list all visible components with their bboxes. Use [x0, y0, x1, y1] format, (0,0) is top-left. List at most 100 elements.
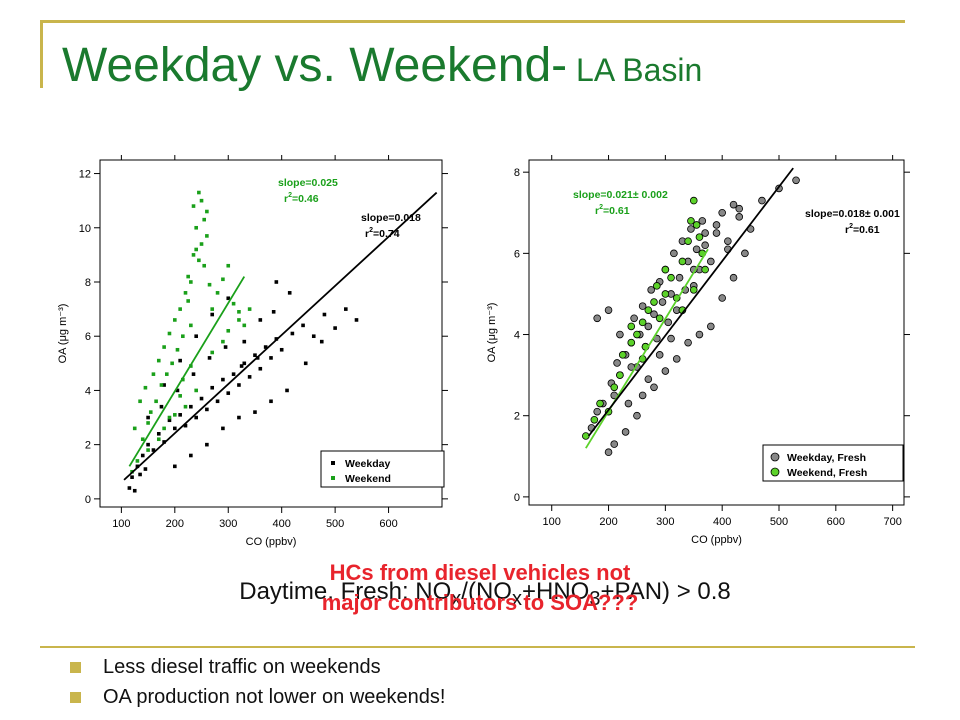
data-point: [178, 358, 182, 363]
y-tick-label: 4: [514, 330, 520, 342]
data-point: [138, 399, 142, 404]
r2-annotation: r2=0.61: [595, 204, 630, 217]
data-point: [226, 296, 231, 301]
data-point: [146, 421, 150, 425]
data-point: [269, 356, 273, 360]
slope-annotation: slope=0.025: [278, 177, 338, 189]
data-point: [638, 318, 647, 327]
bullet-square-icon: [70, 691, 81, 703]
legend-label: Weekday, Fresh: [787, 452, 866, 464]
data-point: [285, 388, 289, 393]
data-point: [610, 440, 619, 448]
data-point: [210, 385, 215, 390]
bullet-list: Less diesel traffic on weekends OA produ…: [70, 652, 445, 712]
chart-weekday-weekend-fresh: 100 200 300 400 500 600 700 0 2 4 6 8 CO (ppbv) OA (μ…: [486, 155, 910, 546]
data-point: [194, 225, 198, 230]
data-point: [644, 306, 653, 314]
data-point: [226, 263, 231, 268]
data-point: [191, 204, 196, 208]
data-point: [175, 347, 180, 352]
legend-label: Weekend, Fresh: [787, 467, 867, 479]
data-point: [758, 196, 766, 205]
data-point: [194, 415, 198, 420]
data-point: [650, 298, 658, 306]
data-point: [253, 410, 257, 414]
data-point: [655, 351, 664, 359]
data-point: [221, 339, 225, 344]
bullet-item: OA production not lower on weekends!: [70, 682, 445, 712]
data-point: [140, 437, 145, 442]
data-point: [164, 372, 169, 376]
data-point: [167, 331, 172, 336]
data-point: [616, 330, 624, 339]
x-tick-label: 400: [713, 516, 731, 528]
data-point: [689, 286, 698, 294]
data-point: [593, 314, 601, 323]
y-tick-label: 10: [79, 223, 91, 235]
data-point: [205, 234, 209, 238]
data-point: [322, 312, 327, 317]
data-point: [210, 312, 215, 317]
data-point: [319, 339, 324, 344]
data-point: [303, 361, 308, 366]
data-point: [678, 257, 687, 266]
data-point: [186, 274, 190, 279]
data-point: [689, 196, 698, 205]
data-point: [194, 334, 198, 339]
data-point: [333, 326, 337, 330]
data-point: [247, 307, 252, 311]
data-point: [162, 345, 166, 349]
data-point: [132, 488, 137, 493]
data-point: [135, 459, 140, 463]
data-point: [718, 294, 726, 302]
data-point: [178, 394, 182, 398]
bullet-square-icon: [70, 661, 81, 673]
data-point: [621, 428, 630, 436]
data-point: [729, 200, 738, 209]
data-point: [221, 377, 225, 382]
x-tick-label: 500: [770, 516, 788, 528]
data-point: [159, 404, 164, 409]
data-point: [344, 307, 348, 311]
data-point: [672, 355, 681, 363]
data-point: [633, 411, 641, 420]
data-point: [729, 273, 738, 282]
data-point: [221, 426, 225, 431]
data-point: [189, 323, 193, 328]
legend-label: Weekend: [345, 473, 391, 485]
x-tick-label: 300: [219, 518, 237, 530]
data-point: [191, 372, 196, 376]
chart-weekday-weekend: 100 200 300 400 500 600 0 2 4 6 8 10 12 CO (ppbv) OA (…: [57, 155, 448, 548]
data-point: [633, 330, 641, 339]
data-point: [311, 334, 316, 339]
data-point: [151, 372, 156, 376]
data-point: [189, 404, 193, 409]
data-point: [239, 364, 244, 368]
data-point: [143, 467, 148, 471]
data-point: [695, 233, 704, 241]
data-point: [354, 318, 359, 322]
data-point: [127, 486, 132, 490]
data-point: [237, 310, 241, 314]
y-tick-label: 0: [85, 494, 91, 506]
data-point: [596, 399, 604, 408]
data-point: [695, 330, 704, 339]
data-point: [650, 383, 658, 392]
y-tick-label: 12: [79, 169, 91, 181]
x-tick-label: 600: [827, 516, 845, 528]
data-point: [624, 399, 633, 408]
data-point: [701, 241, 709, 250]
caption-nox-ratio: Daytime, Fresh: NOx/(NOx+HNO3+PAN) > 0.8: [239, 578, 731, 610]
data-point: [644, 375, 653, 383]
data-point: [618, 351, 627, 359]
fit-line: [587, 167, 794, 437]
data-point: [207, 356, 212, 360]
data-point: [687, 225, 695, 233]
data-point: [162, 426, 166, 431]
data-point: [237, 415, 241, 420]
data-point: [724, 237, 732, 245]
data-point: [792, 176, 800, 185]
title-main: Weekday vs. Weekend-: [62, 39, 568, 92]
data-point: [138, 472, 142, 477]
legend-box: [320, 450, 445, 488]
